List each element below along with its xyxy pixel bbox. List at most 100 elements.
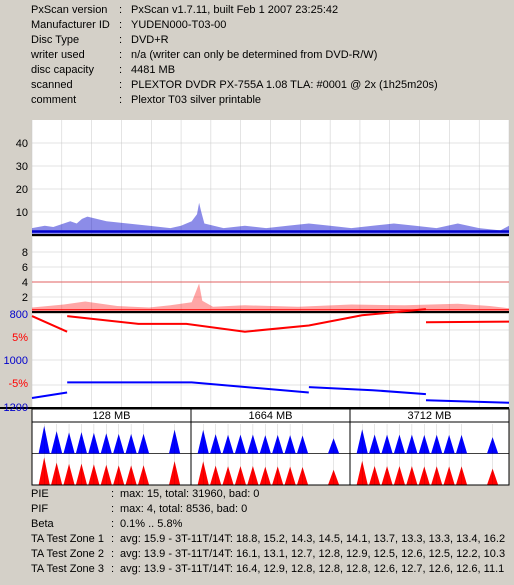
pif-tick-label: 6 <box>22 262 28 274</box>
info-key: TA Test Zone 1 <box>31 533 104 545</box>
ta-land-peak <box>296 435 309 454</box>
ta-pit-peak <box>210 465 222 485</box>
info-colon: : <box>111 503 115 515</box>
info-colon: : <box>111 548 115 560</box>
ta-land-peak <box>75 432 88 454</box>
left-axis-label: 1200 <box>4 402 28 414</box>
ta-land-peak <box>381 434 393 454</box>
ta-pit-peak <box>327 469 340 485</box>
ta-land-peak <box>210 434 222 454</box>
ta-pit-peak <box>51 462 63 485</box>
beta-series-beta <box>31 308 510 333</box>
pie-tick-label: 20 <box>16 184 28 196</box>
info-key: PIE <box>31 488 49 500</box>
ta-land-peak <box>393 434 406 454</box>
ta-pit-peak <box>296 467 309 485</box>
pif-area <box>32 283 509 312</box>
info-value: PxScan v1.7.11, built Feb 1 2007 23:25:4… <box>131 4 339 16</box>
ta-land-peak <box>168 429 181 454</box>
info-colon: : <box>119 4 123 16</box>
pif-tick-label: 2 <box>22 292 28 304</box>
info-row: PIF: max: 4, total: 8536, bad: 0 <box>0 503 514 518</box>
ta-pit-peak <box>418 466 430 485</box>
ta-pit-peak <box>486 468 499 485</box>
info-key: TA Test Zone 3 <box>31 563 104 575</box>
ta-pit-peak <box>137 465 150 485</box>
ta-pit-peak <box>38 457 50 485</box>
info-key: Beta <box>31 518 54 530</box>
info-value: PLEXTOR DVDR PX-755A 1.08 TLA: #0001 @ 2… <box>131 79 438 91</box>
info-value: 0.1% .. 5.8% <box>120 518 183 530</box>
info-colon: : <box>111 518 115 530</box>
ta-pit-peak <box>393 466 406 485</box>
ta-pit-peak <box>381 466 393 485</box>
pie-tick-label: 40 <box>16 138 28 150</box>
info-row: Manufacturer ID: YUDEN000-T03-00 <box>0 19 514 34</box>
info-value: avg: 13.9 - 3T-11T/14T: 16.1, 13.1, 12.7… <box>120 548 506 560</box>
info-key: writer used <box>31 49 85 61</box>
ta-land-peak <box>88 432 100 454</box>
ta-pit-peak <box>113 465 125 485</box>
ta-zone-label: 128 MB <box>93 410 131 422</box>
info-row: scanned: PLEXTOR DVDR PX-755A 1.08 TLA: #… <box>0 79 514 94</box>
ta-pit-peak <box>259 466 271 485</box>
info-row: Beta:0.1% .. 5.8% <box>0 518 514 533</box>
info-key: PxScan version <box>31 4 108 16</box>
left-axis-label: 5% <box>12 332 28 344</box>
ta-land-peak <box>284 435 296 454</box>
info-key: scanned <box>31 79 73 91</box>
ta-land-peak <box>113 433 125 454</box>
beta-series-jitter <box>31 381 510 404</box>
ta-land-peak <box>234 434 247 454</box>
info-key: comment <box>31 94 77 106</box>
ta-land-peak <box>406 434 418 454</box>
ta-pit-peak <box>369 465 381 485</box>
ta-pit-peak <box>272 466 284 485</box>
pif-tick-label: 8 <box>22 247 28 259</box>
info-key: Disc Type <box>31 34 80 46</box>
info-colon: : <box>119 79 123 91</box>
ta-pit-peak <box>406 466 418 485</box>
ta-border <box>31 408 510 486</box>
ta-pit-peak <box>234 466 247 485</box>
info-row: PxScan version: PxScan v1.7.11, built Feb… <box>0 4 514 19</box>
info-colon: : <box>119 19 123 31</box>
ta-pit-peak <box>356 460 368 485</box>
info-row: TA Test Zone 1: avg: 15.9 - 3T-11T/14T: 1… <box>0 533 514 548</box>
info-colon: : <box>119 49 123 61</box>
ta-land-peak <box>51 431 63 454</box>
pie-tick-label: 30 <box>16 161 28 173</box>
ta-pit-peak <box>247 465 259 485</box>
ta-land-peak <box>327 438 340 454</box>
info-key: disc capacity <box>31 64 94 76</box>
ta-land-peak <box>486 437 499 454</box>
ta-pit-peak <box>455 466 468 485</box>
info-row: TA Test Zone 2: avg: 13.9 - 3T-11T/14T: 1… <box>0 548 514 563</box>
info-key: TA Test Zone 2 <box>31 548 104 560</box>
info-value: max: 4, total: 8536, bad: 0 <box>120 503 248 515</box>
info-row: disc capacity:4481 MB <box>0 64 514 79</box>
left-axis-label: 1000 <box>4 355 28 367</box>
ta-land-peak <box>259 435 271 454</box>
info-colon: : <box>111 488 115 500</box>
ta-pit-peak <box>88 464 100 485</box>
ta-pit-peak <box>75 463 88 485</box>
ta-pit-peak <box>63 463 75 485</box>
ta-land-peak <box>197 429 209 454</box>
info-value: avg: 13.9 - 3T-11T/14T: 16.4, 12.9, 12.8… <box>120 563 505 575</box>
info-colon: : <box>111 533 115 545</box>
ta-land-peak <box>100 433 112 454</box>
ta-land-peak <box>455 434 468 454</box>
ta-zone-label: 3712 MB <box>407 410 451 422</box>
pif-tick-label: 4 <box>22 277 28 289</box>
scan-chart: 10 20 30 40 2 4 6 8 800 5% 1000 -5% 1200 128 MB 1664 M… <box>0 115 514 487</box>
info-value: YUDEN000-T03-00 <box>131 19 227 31</box>
info-value: n/a (writer can only be determined from … <box>131 49 378 61</box>
ta-land-peak <box>222 434 234 454</box>
info-colon: : <box>119 94 123 106</box>
info-colon: : <box>119 34 123 46</box>
ta-land-peak <box>272 434 284 454</box>
info-key: Manufacturer ID <box>31 19 110 31</box>
info-row: writer used: n/a (writer can only be dete… <box>0 49 514 64</box>
info-row: TA Test Zone 3: avg: 13.9 - 3T-11T/14T: 1… <box>0 563 514 578</box>
